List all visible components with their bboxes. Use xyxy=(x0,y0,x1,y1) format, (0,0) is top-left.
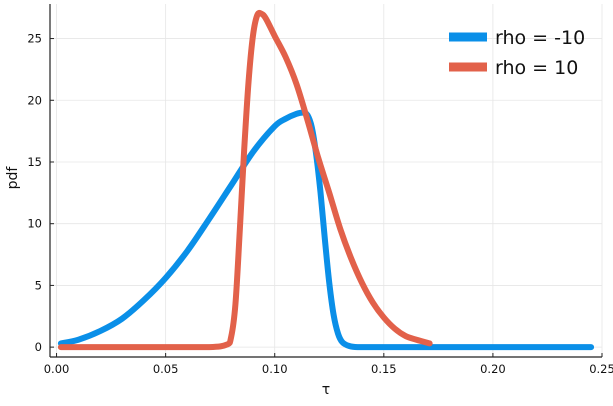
y-tick-label: 15 xyxy=(27,155,42,169)
x-tick-label: 0.10 xyxy=(262,362,288,376)
y-tick-label: 25 xyxy=(27,32,42,46)
legend-label: rho = -10 xyxy=(495,27,585,49)
y-axis-label: pdf xyxy=(5,166,21,190)
x-tick-label: 0.20 xyxy=(480,362,506,376)
x-tick-label: 0.05 xyxy=(153,362,179,376)
series-line-2 xyxy=(57,9,433,351)
y-tick-label: 5 xyxy=(35,278,42,292)
y-tick-label: 10 xyxy=(27,217,42,231)
y-tick-label: 0 xyxy=(35,340,42,354)
x-tick-label: 0.25 xyxy=(589,362,613,376)
series-line-1 xyxy=(57,109,595,351)
x-tick-label: 0.00 xyxy=(44,362,70,376)
y-tick-label: 20 xyxy=(27,93,42,107)
x-tick-label: 0.15 xyxy=(371,362,397,376)
x-axis-label: τ xyxy=(322,382,330,398)
legend: rho = -10 rho = 10 xyxy=(449,27,585,79)
legend-label: rho = 10 xyxy=(495,57,578,79)
axes-layer: 0.00 0.05 0.10 0.15 0.20 0.25 0 5 10 15 20 25 xyxy=(27,4,613,376)
series-layer xyxy=(57,9,595,351)
